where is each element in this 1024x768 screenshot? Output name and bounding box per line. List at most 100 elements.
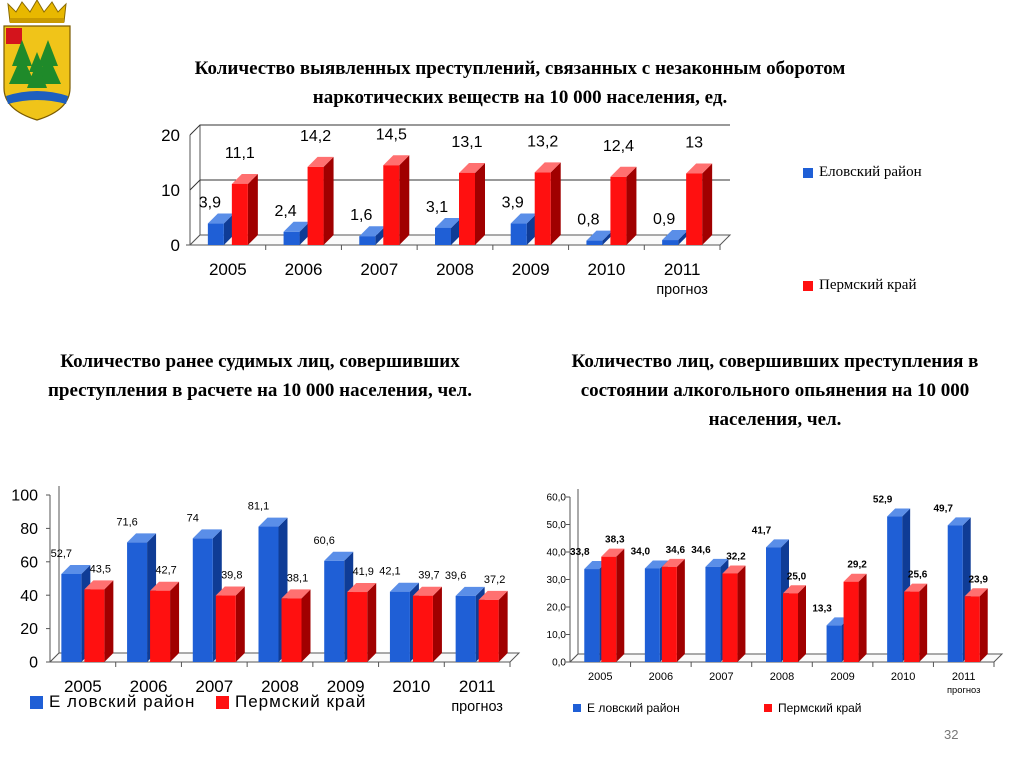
bar-top bbox=[601, 548, 625, 557]
bar-side bbox=[375, 226, 386, 245]
bar-face bbox=[283, 231, 300, 245]
axis-wall-left bbox=[49, 486, 60, 663]
y-tick-label: 10 bbox=[161, 181, 180, 200]
bar-face bbox=[843, 581, 859, 662]
bar-perm bbox=[601, 548, 625, 662]
data-label: 33,8 bbox=[570, 547, 590, 558]
bar-perm bbox=[383, 155, 410, 245]
data-label: 13 bbox=[685, 135, 703, 152]
data-label: 39,6 bbox=[445, 570, 466, 582]
bar-top bbox=[459, 162, 485, 173]
bar-side bbox=[475, 162, 485, 245]
legend-label: Пермский край bbox=[235, 692, 367, 711]
data-label: 42,7 bbox=[155, 565, 176, 577]
bar-top bbox=[843, 573, 867, 582]
data-label: 74 bbox=[187, 512, 199, 524]
bar-face bbox=[307, 166, 324, 245]
bar-face bbox=[231, 183, 248, 245]
alcohol-crimes-chart: 0,0 10,0 20,0 30,0 40,0 50,0 60,0 33,8 38,3 2005 3… bbox=[547, 489, 1004, 695]
legend-label: Е ловский район bbox=[587, 701, 680, 715]
legend-swatch-blue bbox=[803, 167, 813, 178]
data-label: 37,2 bbox=[484, 574, 505, 586]
bar-face bbox=[947, 525, 963, 662]
bar-top bbox=[783, 585, 806, 594]
legend-swatch-red bbox=[216, 695, 229, 709]
data-label: 14,5 bbox=[376, 126, 407, 143]
bar-top bbox=[766, 539, 789, 548]
x-tick-label: 2010 bbox=[588, 260, 626, 279]
bar-top bbox=[84, 580, 114, 590]
x-tick-label: 2006 bbox=[130, 677, 168, 696]
bar-perm bbox=[478, 590, 508, 662]
bar-top bbox=[947, 517, 971, 526]
bar-face bbox=[662, 240, 679, 245]
bar-side bbox=[301, 589, 311, 662]
bar-side bbox=[798, 585, 806, 662]
bar-side bbox=[602, 230, 613, 245]
x-tick-label: 2006 bbox=[649, 671, 673, 683]
data-label: 3,9 bbox=[199, 195, 221, 212]
bar-side bbox=[979, 588, 988, 662]
bar-top bbox=[127, 533, 157, 543]
bar-face bbox=[904, 591, 920, 662]
x-tick-label: 2008 bbox=[261, 677, 299, 696]
data-label: 42,1 bbox=[379, 566, 400, 578]
bar-top bbox=[964, 588, 988, 597]
bar-side bbox=[223, 213, 234, 245]
bar-top bbox=[412, 586, 442, 596]
bar-top bbox=[61, 564, 91, 574]
legend-swatch-blue bbox=[30, 695, 43, 709]
bar-side bbox=[676, 558, 685, 662]
legend-swatch-red bbox=[803, 280, 813, 291]
data-label: 52,9 bbox=[873, 495, 893, 506]
bar-top bbox=[887, 508, 911, 517]
bar-face bbox=[601, 556, 617, 662]
x-tick-label: 2007 bbox=[195, 677, 233, 696]
bar-face bbox=[534, 172, 551, 245]
data-label: 34,0 bbox=[631, 547, 651, 558]
bar-face bbox=[281, 598, 302, 662]
bar-elovsky bbox=[359, 226, 386, 245]
bar-face bbox=[510, 223, 527, 245]
data-label: 34,6 bbox=[666, 545, 686, 556]
y-tick-label: 50,0 bbox=[547, 520, 567, 531]
bar-top bbox=[283, 221, 310, 232]
bar-face bbox=[459, 172, 475, 245]
bar-side bbox=[626, 166, 637, 245]
bar-perm bbox=[150, 581, 180, 662]
bar-side bbox=[235, 586, 245, 662]
data-label: 41,9 bbox=[353, 566, 374, 578]
data-label: 2,4 bbox=[274, 203, 296, 220]
x-tick-sublabel: прогноз bbox=[451, 699, 503, 715]
bar-top bbox=[307, 156, 334, 167]
bar-face bbox=[887, 516, 903, 662]
bar-side bbox=[498, 590, 508, 662]
legend-swatch-blue bbox=[573, 704, 581, 712]
data-label: 49,7 bbox=[933, 503, 953, 514]
chart2-legend-elovsky: Е ловский район bbox=[30, 692, 195, 712]
bar-face bbox=[324, 560, 345, 662]
gridline bbox=[189, 124, 730, 136]
bar-perm bbox=[347, 583, 377, 662]
bar-side bbox=[367, 583, 377, 662]
bar-perm bbox=[686, 163, 713, 245]
bar-face bbox=[207, 223, 224, 245]
bar-elovsky bbox=[207, 213, 234, 245]
chart3-legend-perm: Пермский край bbox=[764, 701, 862, 715]
bar-face bbox=[661, 566, 677, 662]
data-label: 32,2 bbox=[726, 551, 746, 562]
shield-flag bbox=[6, 28, 22, 44]
data-label: 25,0 bbox=[787, 571, 807, 582]
bar-face bbox=[644, 568, 660, 662]
repeat-offenders-chart: 0 20 40 60 80 100 52,7 43,5 2005 71,6 42,7 2006 74 39… bbox=[11, 486, 521, 715]
data-label: 13,1 bbox=[451, 134, 482, 151]
bar-elovsky bbox=[283, 221, 310, 245]
bar-face bbox=[610, 176, 627, 245]
bar-top bbox=[347, 583, 377, 593]
bar-perm bbox=[964, 588, 988, 662]
bar-face bbox=[192, 538, 213, 662]
bar-top bbox=[661, 558, 685, 567]
bar-side bbox=[550, 162, 561, 245]
x-tick-label: 2011 bbox=[664, 260, 701, 279]
data-label: 29,2 bbox=[847, 560, 867, 571]
